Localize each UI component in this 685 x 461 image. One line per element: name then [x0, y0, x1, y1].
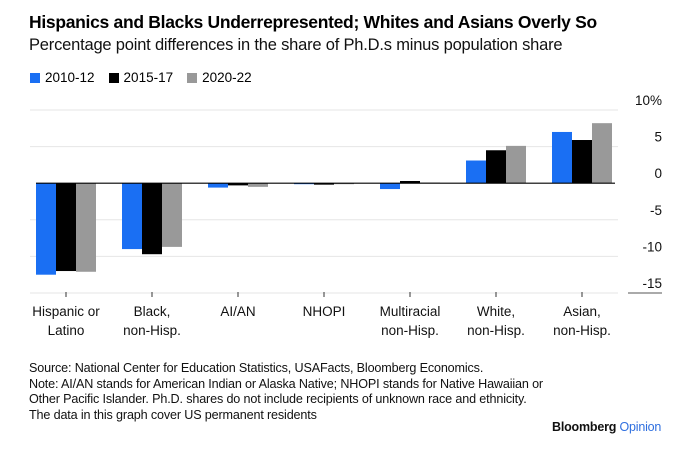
- bar-2010-12: [122, 183, 142, 250]
- y-tick-label: 0: [654, 166, 662, 181]
- x-tick-label: Hispanic or: [32, 304, 100, 319]
- y-tick-label: -5: [650, 203, 662, 218]
- legend-label: 2015-17: [123, 70, 174, 85]
- x-tick-label: non-Hisp.: [553, 323, 611, 338]
- bar-2010-12: [552, 131, 572, 184]
- bar-2020-22: [248, 183, 268, 187]
- x-tick-label: NHOPI: [303, 304, 346, 319]
- legend-label: 2010-12: [45, 70, 95, 85]
- bar-2015-17: [228, 183, 248, 186]
- bar-2020-22: [592, 123, 612, 184]
- bar-2020-22: [162, 183, 182, 247]
- x-tick-label: White,: [477, 304, 515, 319]
- bar-2010-12: [380, 183, 400, 190]
- x-axis-ticks: Hispanic or Latino Black, non-Hisp. AI/AN NHO…: [32, 292, 611, 338]
- x-tick-label: Multiracial: [380, 304, 441, 319]
- source-note: Source: National Center for Education St…: [29, 361, 484, 375]
- chart-subtitle: Percentage point differences in the shar…: [29, 36, 563, 54]
- bar-2015-17: [56, 183, 76, 272]
- legend-swatch-2010-12: [30, 72, 40, 83]
- bar-2020-22: [76, 183, 96, 272]
- footnote: Source: National Center for Education St…: [29, 361, 549, 423]
- bar-2010-12: [208, 183, 228, 188]
- bar-2015-17: [486, 150, 506, 184]
- bars: [36, 123, 612, 275]
- x-tick-label: non-Hisp.: [381, 323, 439, 338]
- y-tick-label: 10%: [635, 93, 662, 108]
- legend-item-2010-12: 2010-12: [30, 70, 95, 85]
- x-tick-label: Asian,: [563, 304, 601, 319]
- bar-2010-12: [466, 160, 486, 184]
- y-tick-label: -15: [642, 276, 662, 291]
- legend-item-2020-22: 2020-22: [187, 70, 252, 85]
- y-tick-label: 5: [654, 130, 662, 145]
- brand-logo: Bloomberg Opinion: [552, 420, 661, 434]
- y-tick-label: -10: [642, 239, 662, 254]
- x-tick-label: Black,: [134, 304, 171, 319]
- bar-2015-17: [572, 140, 592, 184]
- x-tick-label: non-Hisp.: [467, 323, 525, 338]
- bar-2010-12: [36, 183, 56, 275]
- legend-label: 2020-22: [202, 70, 252, 85]
- legend: 2010-12 2015-17 2020-22: [30, 70, 252, 85]
- chart-title: Hispanics and Blacks Underrepresented; W…: [29, 12, 597, 32]
- x-tick-label: Latino: [48, 323, 85, 338]
- x-tick-label: AI/AN: [220, 304, 255, 319]
- gridlines: [30, 109, 618, 294]
- bar-2015-17: [400, 181, 420, 184]
- x-tick-label: non-Hisp.: [123, 323, 181, 338]
- brand-section: Opinion: [619, 420, 662, 434]
- legend-item-2015-17: 2015-17: [108, 70, 174, 85]
- legend-swatch-2020-22: [187, 72, 198, 83]
- legend-swatch-2015-17: [108, 72, 119, 83]
- explanatory-note: Note: AI/AN stands for American Indian o…: [29, 376, 543, 422]
- brand-name: Bloomberg: [552, 420, 617, 434]
- y-axis-ticks: 10% 5 0 -5 -10 -15: [628, 93, 662, 294]
- bar-2015-17: [314, 183, 334, 185]
- bar-2015-17: [142, 183, 162, 255]
- bar-2020-22: [506, 145, 526, 184]
